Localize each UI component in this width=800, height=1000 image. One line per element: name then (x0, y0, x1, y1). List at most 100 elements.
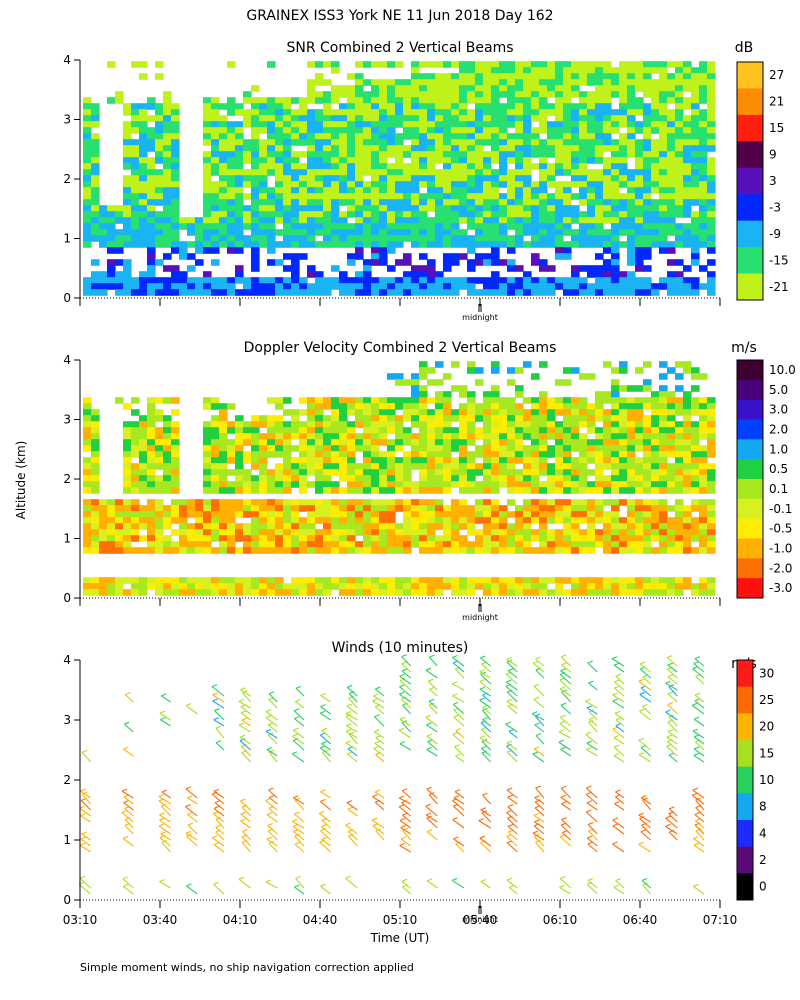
doppler-cell (483, 511, 492, 518)
doppler-cell (243, 451, 252, 458)
doppler-cell (675, 403, 684, 410)
doppler-cell (587, 469, 596, 476)
wind-barb-flag (158, 793, 165, 797)
snr-cell (411, 211, 420, 218)
doppler-cell (387, 577, 396, 584)
doppler-cell (667, 481, 676, 488)
snr-cell (587, 193, 596, 200)
doppler-cell (259, 529, 268, 536)
snr-cell (251, 259, 260, 266)
doppler-cell (611, 529, 620, 536)
snr-cell (435, 205, 444, 212)
snr-cell (691, 235, 700, 242)
doppler-cell (667, 397, 676, 404)
snr-cell (515, 283, 524, 290)
snr-cell (595, 283, 604, 290)
snr-cell (403, 259, 412, 266)
doppler-cell (363, 475, 372, 482)
snr-cell (459, 91, 468, 98)
snr-cell (131, 121, 140, 128)
snr-cell (491, 211, 500, 218)
doppler-cell (227, 535, 236, 542)
snr-cell (707, 109, 716, 116)
snr-cell (675, 91, 684, 98)
doppler-cell (243, 547, 252, 554)
snr-cell (115, 217, 124, 224)
snr-cell (379, 169, 388, 176)
snr-cell (259, 277, 268, 284)
snr-cell (515, 223, 524, 230)
doppler-cell (579, 469, 588, 476)
wind-barb (426, 788, 438, 799)
snr-cell (595, 85, 604, 92)
doppler-cell (419, 535, 428, 542)
snr-cell (563, 241, 572, 248)
snr-cell (427, 151, 436, 158)
snr-cell (235, 145, 244, 152)
doppler-cell (115, 535, 124, 542)
doppler-cell (131, 547, 140, 554)
snr-cell (155, 181, 164, 188)
doppler-cell (219, 517, 228, 524)
snr-cell (627, 235, 636, 242)
snr-cell (507, 205, 516, 212)
snr-cell (619, 175, 628, 182)
snr-cell (411, 145, 420, 152)
snr-cell (587, 133, 596, 140)
snr-cell (91, 277, 100, 284)
snr-cell (123, 235, 132, 242)
snr-cell (499, 115, 508, 122)
snr-cell (651, 145, 660, 152)
snr-cell (707, 97, 716, 104)
doppler-cell (163, 481, 172, 488)
snr-cell (267, 277, 276, 284)
doppler-cell (155, 451, 164, 458)
snr-cell (675, 193, 684, 200)
snr-cell (379, 157, 388, 164)
snr-cell (603, 265, 612, 272)
snr-cell (283, 289, 292, 296)
snr-cell (611, 277, 620, 284)
snr-cell (643, 223, 652, 230)
doppler-cell (659, 403, 668, 410)
doppler-cell (291, 415, 300, 422)
doppler-cell (643, 523, 652, 530)
doppler-cell (451, 469, 460, 476)
doppler-cell (595, 589, 604, 596)
snr-cell (475, 103, 484, 110)
doppler-cell (83, 457, 92, 464)
snr-cell (475, 109, 484, 116)
snr-cell (475, 139, 484, 146)
snr-cell (699, 229, 708, 236)
snr-cell (707, 259, 716, 266)
doppler-cell (347, 589, 356, 596)
doppler-cell (491, 415, 500, 422)
doppler-cell (499, 547, 508, 554)
doppler-cell (443, 445, 452, 452)
snr-cell (395, 277, 404, 284)
doppler-cell (675, 397, 684, 404)
snr-cell (611, 199, 620, 206)
snr-cell (427, 85, 436, 92)
doppler-cell (483, 457, 492, 464)
doppler-cell (179, 535, 188, 542)
snr-cell (219, 121, 228, 128)
doppler-cell (203, 589, 212, 596)
doppler-cell (155, 511, 164, 518)
doppler-cell (491, 397, 500, 404)
doppler-colorbar-swatch (737, 558, 763, 579)
snr-cell (139, 241, 148, 248)
doppler-cell (683, 421, 692, 428)
doppler-cell (587, 523, 596, 530)
doppler-cell (507, 541, 516, 548)
doppler-cell (483, 523, 492, 530)
doppler-cell (603, 481, 612, 488)
snr-cell (227, 205, 236, 212)
doppler-cell (587, 421, 596, 428)
snr-cell (459, 193, 468, 200)
wind-barb (294, 799, 305, 811)
snr-cell (251, 85, 260, 92)
doppler-cell (459, 589, 468, 596)
doppler-cell (443, 451, 452, 458)
snr-cell (667, 289, 676, 296)
